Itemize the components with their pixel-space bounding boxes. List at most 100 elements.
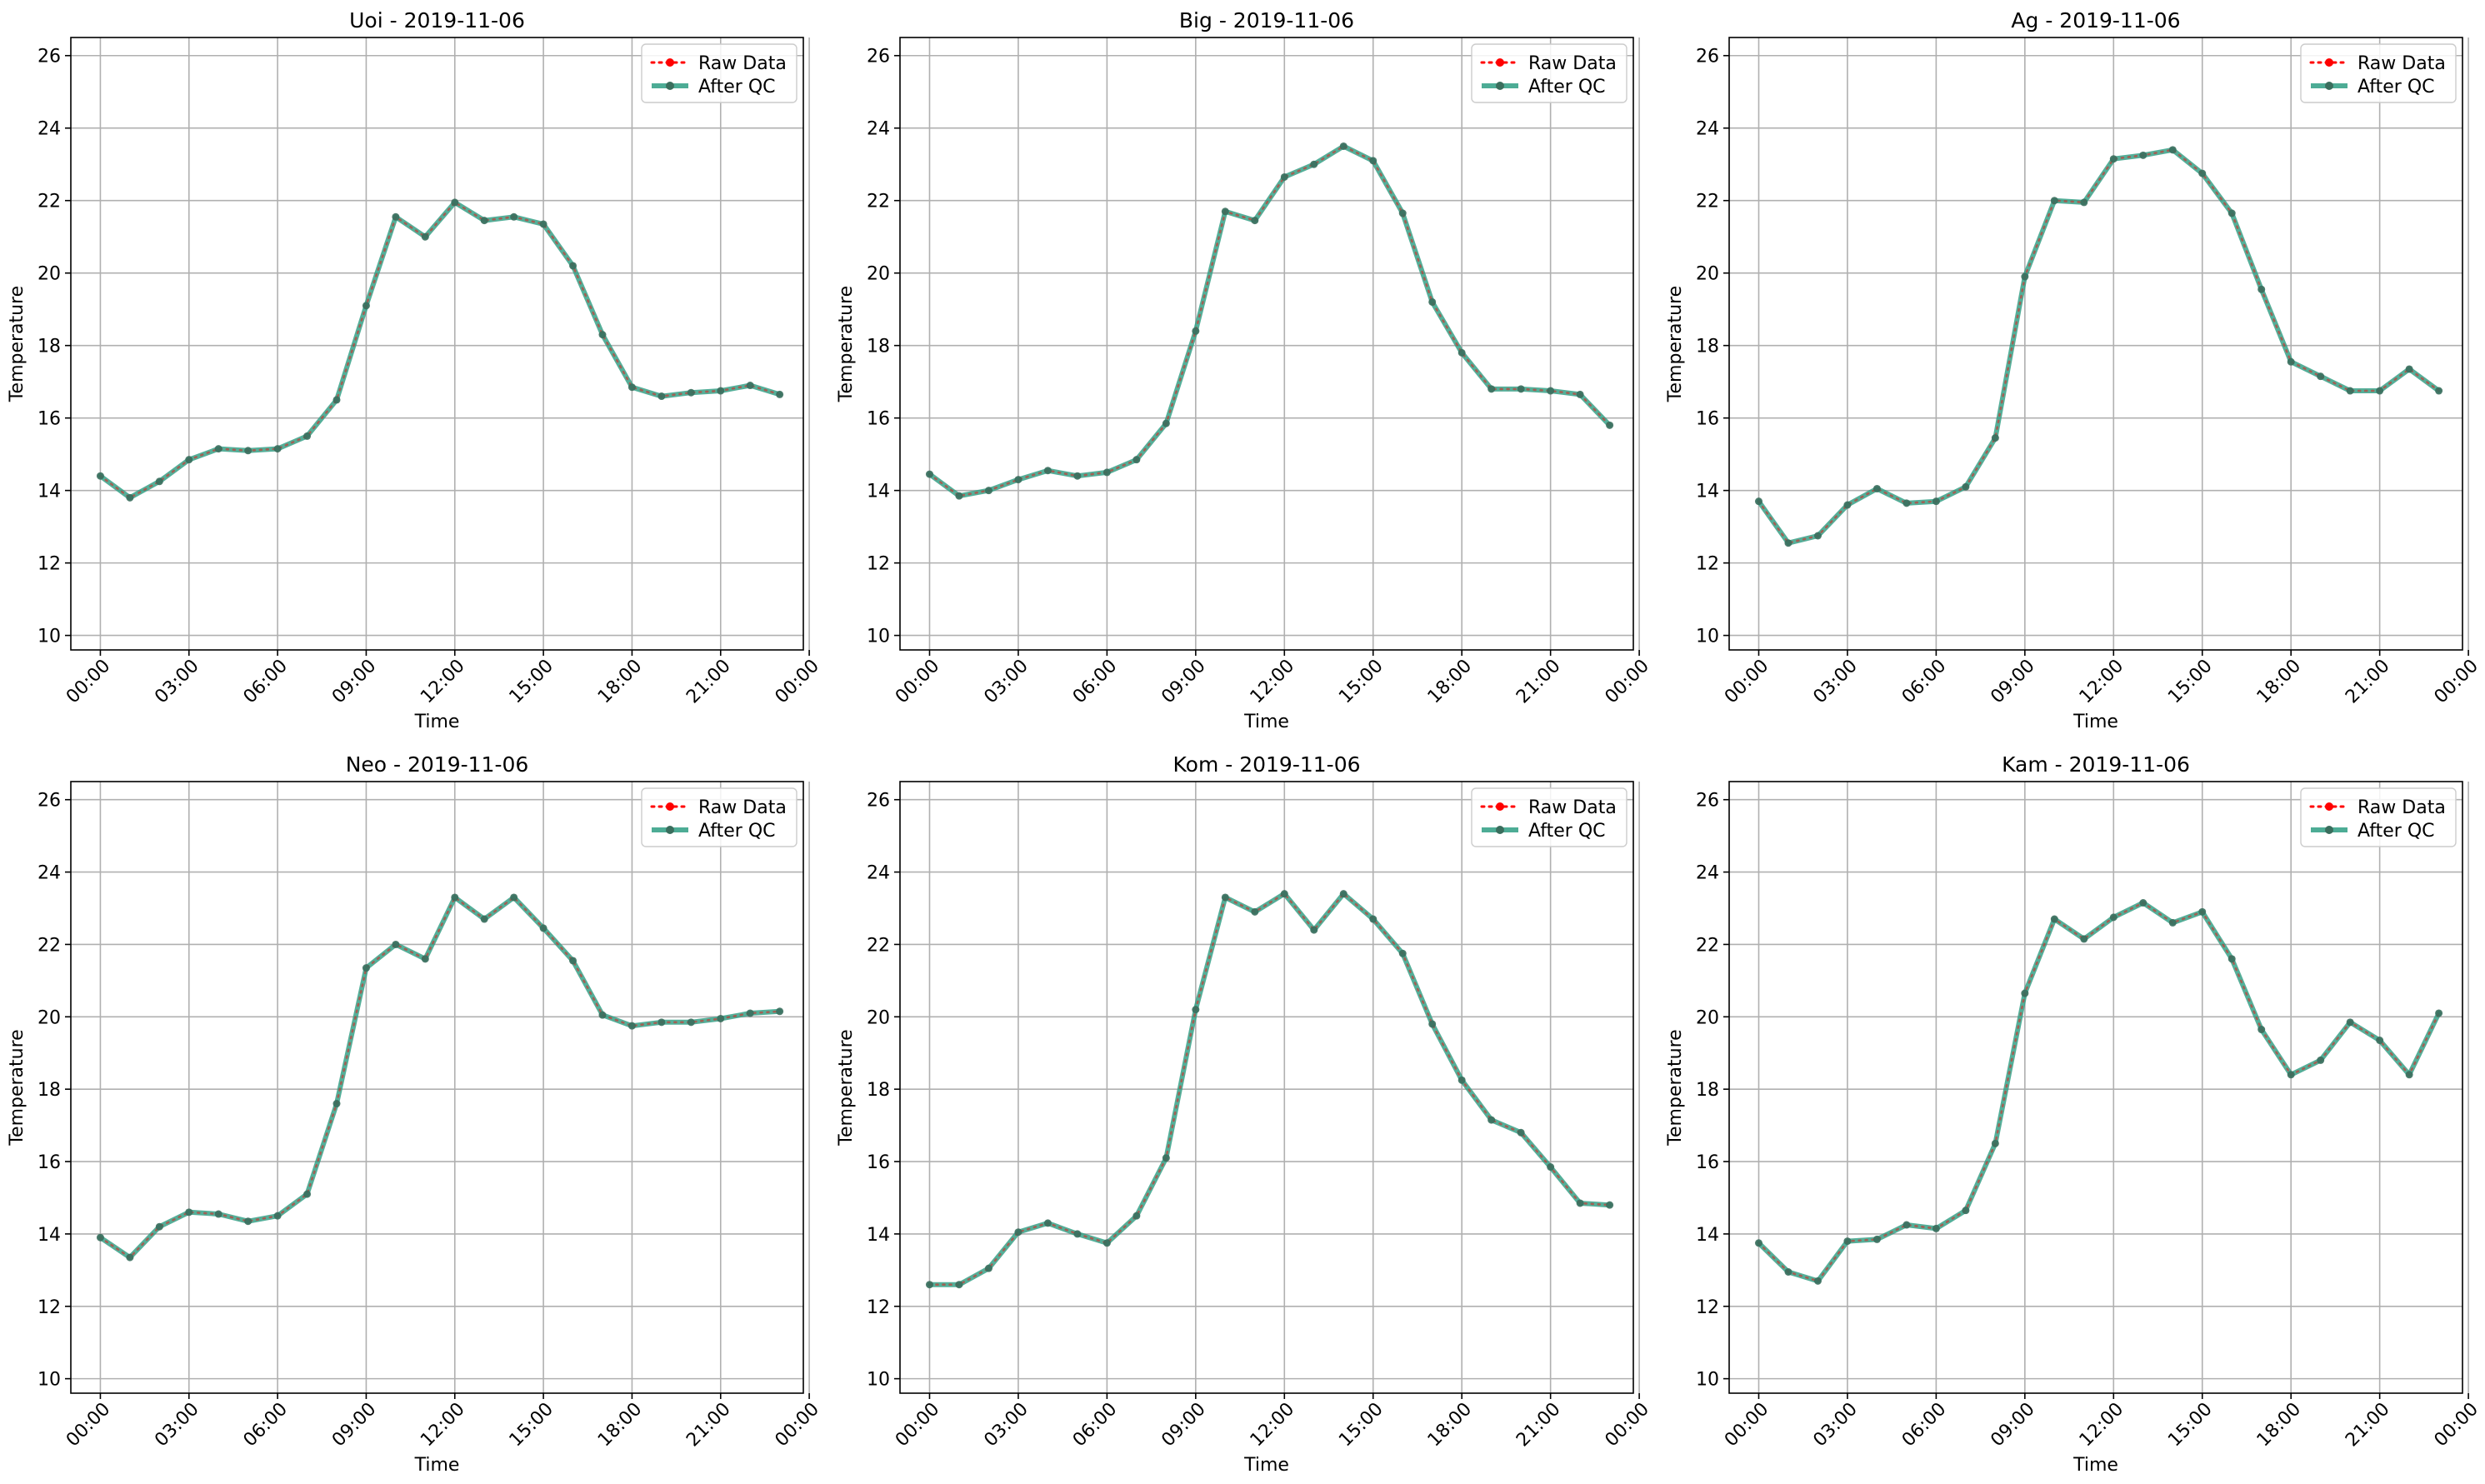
y-tick-label: 22 xyxy=(1696,935,1719,956)
legend-label-after-qc: After QC xyxy=(1528,77,1606,97)
data-point-after-qc xyxy=(2021,272,2029,281)
data-point-after-qc xyxy=(126,493,134,502)
data-point-after-qc xyxy=(1310,160,1318,168)
chart-title: Kom - 2019-11-06 xyxy=(1173,752,1361,777)
x-tick-label: 00:00 xyxy=(892,656,944,708)
y-tick-label: 20 xyxy=(867,1007,890,1028)
grid xyxy=(71,782,810,1393)
data-point-after-qc xyxy=(2405,365,2413,373)
data-point-after-qc xyxy=(510,212,518,221)
data-point-after-qc xyxy=(2198,169,2207,177)
data-point-after-qc xyxy=(984,1264,992,1272)
series-line-raw-data xyxy=(1758,148,2440,545)
data-point-after-qc xyxy=(658,1018,666,1027)
x-axis-label: Time xyxy=(414,712,460,732)
data-point-after-qc xyxy=(2139,151,2148,159)
x-tick-label: 15:00 xyxy=(1335,1399,1388,1452)
y-axis-label: Temperature xyxy=(1665,1029,1686,1146)
x-tick-label: 00:00 xyxy=(2431,1399,2483,1452)
legend: Raw Data After QC xyxy=(2300,787,2457,847)
data-point-after-qc xyxy=(1014,476,1022,484)
y-axis-label: Temperature xyxy=(836,1029,857,1146)
y-tick-label: 10 xyxy=(867,627,890,647)
y-tick-label: 16 xyxy=(867,1152,890,1173)
data-point-after-qc xyxy=(1962,482,1970,491)
data-point-after-qc xyxy=(155,1222,163,1231)
data-point-after-qc xyxy=(2228,955,2236,963)
y-tick-label: 22 xyxy=(867,192,890,212)
legend: Raw Data After QC xyxy=(641,787,798,847)
x-tick-label: 03:00 xyxy=(980,1399,1032,1452)
data-point-after-qc xyxy=(362,964,370,972)
data-point-after-qc xyxy=(658,392,666,401)
y-tick-label: 14 xyxy=(38,1225,61,1246)
series-line-after-qc xyxy=(1756,900,2442,1284)
x-tick-label: 00:00 xyxy=(1721,1399,1773,1452)
data-point-after-qc xyxy=(1221,893,1229,902)
x-tick-label: 06:00 xyxy=(1069,1399,1122,1452)
data-point-after-qc xyxy=(1132,1212,1141,1220)
data-point-after-qc xyxy=(1754,1239,1762,1247)
y-tick-label: 22 xyxy=(1696,192,1719,212)
x-tick-label: 12:00 xyxy=(417,656,469,708)
x-tick-label: 15:00 xyxy=(506,1399,558,1452)
x-tick-label: 00:00 xyxy=(62,656,115,708)
y-tick-label: 24 xyxy=(38,119,61,140)
data-point-after-qc xyxy=(421,955,429,963)
data-point-after-qc xyxy=(1547,1163,1555,1172)
x-tick-label: 21:00 xyxy=(1512,656,1565,708)
y-tick-label: 10 xyxy=(1696,627,1719,647)
data-point-after-qc xyxy=(1517,1128,1525,1137)
data-point-after-qc xyxy=(2139,898,2148,907)
data-point-after-qc xyxy=(569,957,578,965)
data-point-after-qc xyxy=(1784,539,1792,547)
data-point-after-qc xyxy=(1339,890,1348,898)
data-point-after-qc xyxy=(2287,1071,2295,1079)
data-point-after-qc xyxy=(2050,197,2058,205)
data-point-after-qc xyxy=(2109,913,2118,922)
series-line-raw-data xyxy=(928,145,1611,497)
x-tick-label: 00:00 xyxy=(1602,1399,1654,1452)
data-point-after-qc xyxy=(776,1007,784,1016)
chart-panel-5: 10 12 14 16 18 20 22 24 26 00:00 03:00 06:00 09:00 12… xyxy=(836,752,1653,1476)
data-point-after-qc xyxy=(2021,989,2029,997)
y-tick-label: 10 xyxy=(867,1370,890,1391)
data-point-after-qc xyxy=(2376,387,2384,395)
data-point-after-qc xyxy=(1280,890,1288,898)
data-point-after-qc xyxy=(126,1253,134,1262)
x-tick-label: 03:00 xyxy=(151,1399,203,1452)
y-axis-label: Temperature xyxy=(7,286,28,402)
data-point-after-qc xyxy=(539,924,548,932)
data-point-after-qc xyxy=(1813,1277,1822,1285)
x-tick-label: 12:00 xyxy=(1247,656,1299,708)
x-axis-label: Time xyxy=(2072,1455,2118,1476)
data-point-after-qc xyxy=(1132,456,1141,464)
legend-marker-raw-data xyxy=(2325,58,2333,67)
x-tick-label: 18:00 xyxy=(2253,1399,2306,1452)
y-tick-label: 24 xyxy=(1696,119,1719,140)
chart-panel-2: 10 12 14 16 18 20 22 24 26 00:00 03:00 06:00 09:00 12… xyxy=(836,8,1653,732)
y-tick-label: 12 xyxy=(38,554,61,575)
data-point-after-qc xyxy=(687,1018,695,1027)
series-line-after-qc xyxy=(98,199,782,501)
y-tick-label: 22 xyxy=(867,935,890,956)
x-tick-label: 09:00 xyxy=(328,1399,381,1452)
y-tick-label: 24 xyxy=(1696,863,1719,884)
data-point-after-qc xyxy=(2346,387,2354,395)
legend-label-raw-data: Raw Data xyxy=(698,53,787,74)
series-line-after-qc xyxy=(927,891,1612,1287)
x-tick-label: 03:00 xyxy=(1809,656,1862,708)
data-point-after-qc xyxy=(510,893,518,902)
y-tick-label: 12 xyxy=(1696,554,1719,575)
x-tick-label: 03:00 xyxy=(151,656,203,708)
y-tick-label: 14 xyxy=(1696,1225,1719,1246)
x-tick-label: 21:00 xyxy=(682,656,735,708)
y-tick-label: 18 xyxy=(867,337,890,357)
data-point-after-qc xyxy=(1932,1224,1940,1232)
data-point-after-qc xyxy=(2168,146,2177,154)
x-tick-label: 12:00 xyxy=(1247,1399,1299,1452)
chart-title: Big - 2019-11-06 xyxy=(1179,8,1354,32)
chart-panel-3: 10 12 14 16 18 20 22 24 26 00:00 03:00 06:00 09:00 12… xyxy=(1665,8,2482,732)
y-axis-label: Temperature xyxy=(836,286,857,402)
series-line-raw-data xyxy=(99,201,781,499)
